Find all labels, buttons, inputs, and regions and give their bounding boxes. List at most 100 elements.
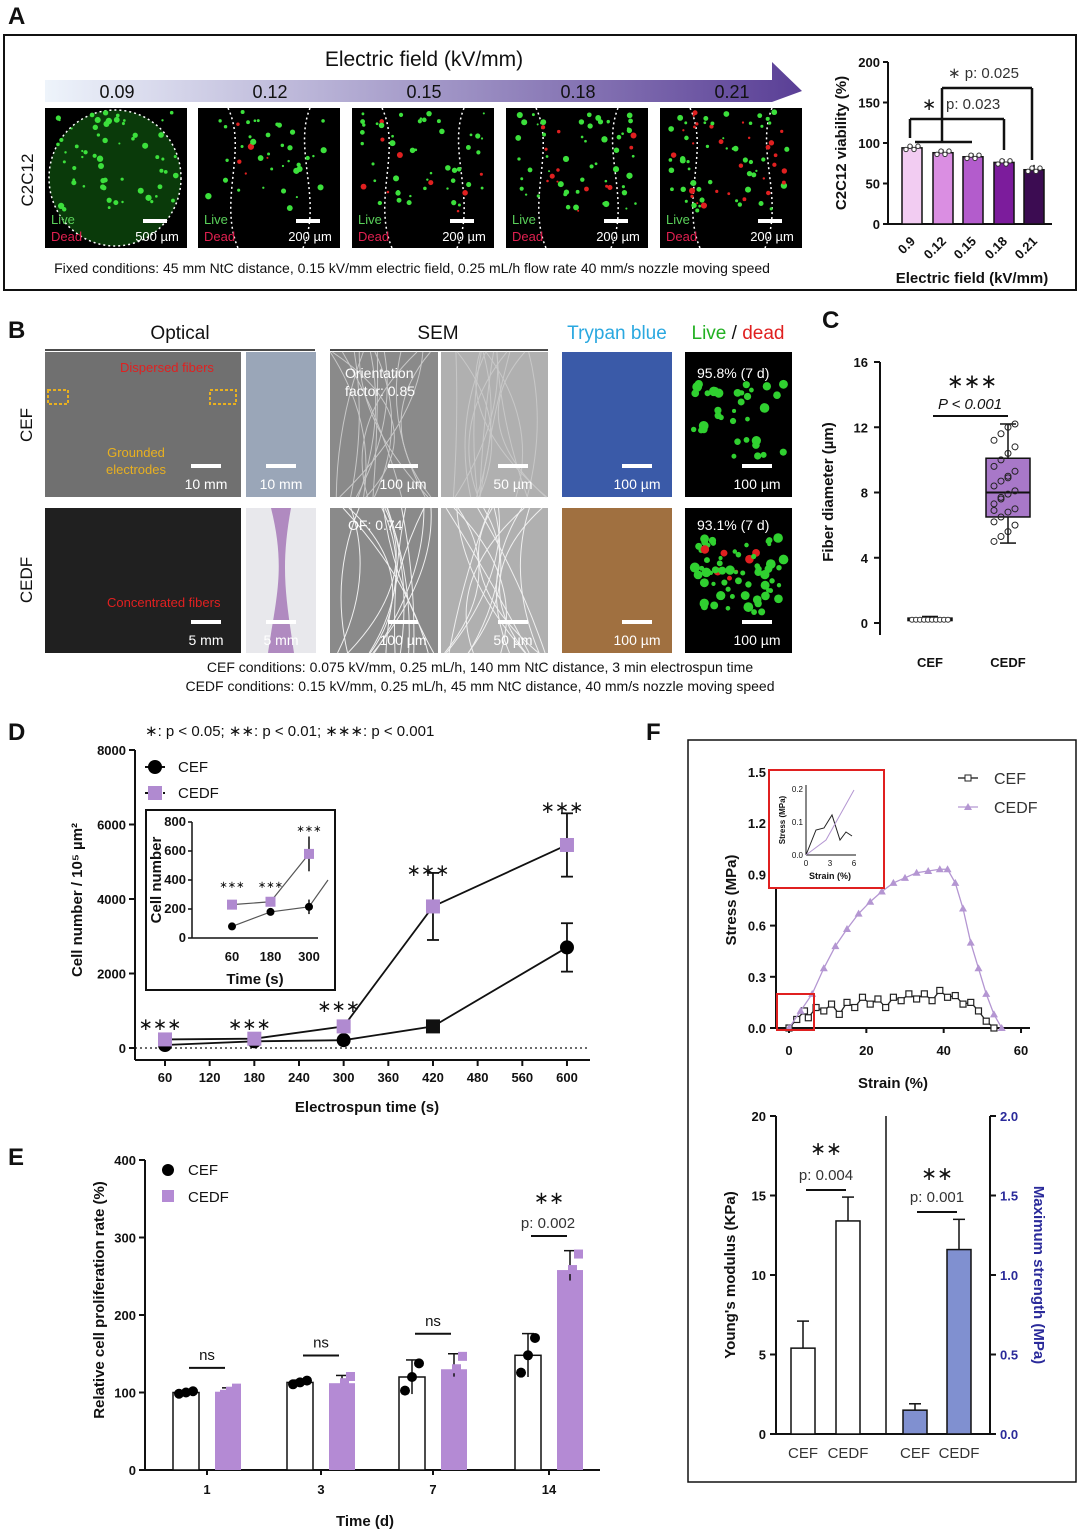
data-point bbox=[1004, 528, 1012, 536]
live-cell bbox=[714, 406, 722, 414]
live-cell bbox=[360, 141, 364, 146]
live-label: Live bbox=[666, 212, 690, 227]
live-cell bbox=[718, 566, 727, 575]
data-point bbox=[903, 146, 909, 153]
live-cell bbox=[155, 195, 158, 198]
fiber-texture bbox=[373, 351, 393, 498]
bar bbox=[901, 147, 923, 225]
dead-cell bbox=[544, 147, 548, 151]
x-tick-label: 300 bbox=[333, 1070, 355, 1085]
panel-label-e: E bbox=[8, 1144, 24, 1171]
series-line-cedf bbox=[788, 868, 1003, 1029]
live-cell bbox=[102, 137, 108, 144]
x-tick-label: 600 bbox=[556, 1070, 578, 1085]
scale-bar-label: 500 µm bbox=[135, 229, 179, 244]
data-point-cedf bbox=[568, 1265, 577, 1275]
live-cell bbox=[218, 119, 222, 123]
fiber-bundle bbox=[268, 508, 294, 653]
fiber-texture bbox=[372, 351, 379, 498]
y-axis-title: Relative cell proliferation rate (%) bbox=[91, 1181, 108, 1419]
live-cell bbox=[735, 199, 739, 203]
scale-bar bbox=[498, 464, 528, 468]
live-cell bbox=[745, 186, 752, 193]
fiber-texture bbox=[456, 507, 526, 654]
live-cell bbox=[737, 202, 743, 207]
dead-cell bbox=[781, 168, 788, 174]
y-tick-label: 4 bbox=[861, 551, 869, 566]
live-cell bbox=[466, 181, 472, 188]
scale-bar-label: 100 µm bbox=[380, 632, 427, 648]
dead-cell bbox=[456, 209, 460, 213]
y-tick-label: 1.5 bbox=[748, 765, 766, 780]
legend-marker-cef bbox=[148, 760, 162, 774]
data-point-cedf bbox=[951, 878, 960, 886]
live-cell bbox=[733, 570, 738, 575]
live-cell bbox=[280, 188, 287, 194]
live-cell bbox=[765, 559, 776, 569]
live-cell bbox=[713, 387, 719, 392]
bar-cedf bbox=[557, 1270, 583, 1470]
live-cell bbox=[137, 187, 144, 194]
significance-label: ns bbox=[199, 1347, 215, 1364]
live-cell bbox=[296, 166, 303, 173]
live-cell bbox=[625, 207, 628, 210]
data-point bbox=[945, 616, 951, 623]
dead-cell bbox=[549, 173, 555, 179]
y-tick-label-right: 0.0 bbox=[1000, 1427, 1018, 1442]
live-cell bbox=[773, 391, 781, 400]
live-cell bbox=[718, 414, 724, 421]
fiber-texture bbox=[479, 351, 495, 498]
legend-marker-cef bbox=[162, 1164, 174, 1176]
live-cell bbox=[423, 186, 427, 191]
data-point bbox=[997, 477, 1005, 485]
p-value-label: p: 0.002 bbox=[521, 1215, 575, 1232]
live-cell bbox=[743, 602, 754, 612]
live-cell bbox=[516, 111, 523, 119]
data-point-cef bbox=[959, 1000, 967, 1008]
data-point-cef bbox=[851, 1003, 859, 1012]
y-tick-label: 400 bbox=[164, 872, 186, 887]
data-point-cedf bbox=[334, 1384, 343, 1394]
data-point bbox=[1004, 508, 1012, 516]
micrograph bbox=[45, 508, 241, 653]
x-tick-label: 6 bbox=[852, 859, 857, 868]
live-cell bbox=[275, 122, 280, 127]
live-cell bbox=[778, 554, 789, 565]
live-cell bbox=[161, 157, 165, 161]
data-point bbox=[990, 462, 998, 470]
scale-bar-label: 5 mm bbox=[264, 632, 299, 648]
data-point bbox=[1037, 165, 1043, 171]
x-tick-label: 300 bbox=[298, 949, 320, 964]
dead-cell bbox=[236, 122, 240, 126]
y-tick-label: 200 bbox=[164, 901, 186, 916]
data-point bbox=[1004, 474, 1012, 482]
live-cell bbox=[729, 417, 737, 425]
dead-cell bbox=[768, 140, 775, 146]
data-point-cedf bbox=[303, 848, 314, 859]
live-cell bbox=[735, 551, 742, 558]
data-point bbox=[976, 152, 982, 158]
x-tick-label: 420 bbox=[422, 1070, 444, 1085]
live-cell bbox=[536, 194, 540, 198]
scale-bar bbox=[266, 464, 296, 468]
live-cell bbox=[586, 112, 592, 118]
x-axis-title: Electric field (kV/mm) bbox=[896, 270, 1049, 287]
scale-bar-label: 10 mm bbox=[185, 476, 228, 492]
live-cell bbox=[751, 609, 757, 615]
dead-cell bbox=[556, 129, 561, 134]
data-point-cef bbox=[835, 1010, 843, 1018]
live-cell bbox=[419, 117, 423, 120]
live-cell bbox=[735, 577, 742, 585]
dead-cell bbox=[700, 202, 708, 209]
dead-label: Dead bbox=[204, 229, 235, 244]
live-cell bbox=[373, 179, 377, 183]
significance-label: ns bbox=[313, 1334, 329, 1351]
significance-stars: ∗∗∗ bbox=[296, 824, 321, 835]
live-cell bbox=[521, 119, 528, 126]
live-cell bbox=[725, 605, 731, 611]
live-cell bbox=[64, 151, 67, 154]
data-point bbox=[997, 430, 1005, 438]
x-tick-label: 360 bbox=[377, 1070, 399, 1085]
electrode-box bbox=[209, 389, 237, 405]
